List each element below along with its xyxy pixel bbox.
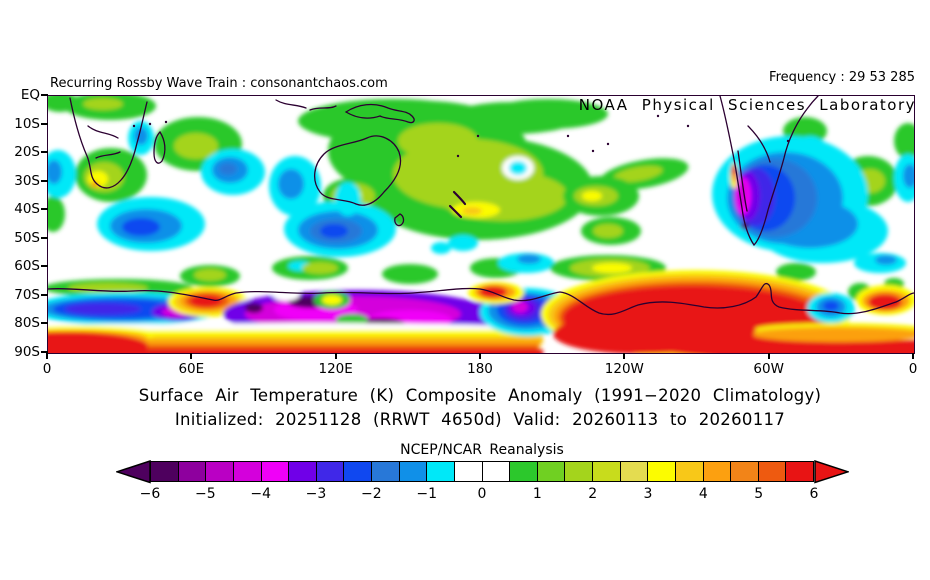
colorbar-tick-label: −5: [195, 486, 216, 502]
y-axis-tick: [41, 94, 48, 96]
colorbar-cell: [372, 462, 400, 481]
colorbar-tick-label: 6: [809, 486, 819, 502]
colorbar-cell: [675, 462, 704, 481]
y-axis-label: 50S: [14, 229, 40, 246]
x-axis-tick: [623, 353, 626, 359]
noaa-psl-label: NOAA Physical Sciences Laboratory: [578, 96, 916, 114]
colorbar-tick-label: 1: [532, 486, 542, 502]
colorbar-left-arrow: [116, 459, 151, 484]
colorbar-cell: [565, 462, 593, 481]
colorbar-right-arrow: [814, 459, 849, 484]
colorbar: [150, 461, 814, 482]
y-axis-label: 30S: [14, 172, 40, 189]
y-axis-label: 40S: [14, 201, 40, 218]
coastline-indonesia: [275, 99, 337, 111]
colorbar-cell: [510, 462, 538, 481]
x-axis-label: 60E: [178, 361, 205, 377]
anomaly-field: [48, 96, 914, 353]
colorbar-tick-label: 5: [754, 486, 764, 502]
frequency-label: Frequency : 29 53 285: [769, 70, 915, 85]
colorbar-cell: [289, 462, 317, 481]
coastline-new-zealand: [448, 190, 467, 219]
map-frame: [47, 95, 915, 354]
x-axis-label: 0: [908, 361, 918, 377]
y-axis-tick: [41, 208, 48, 211]
coastline-madagascar: [153, 130, 166, 164]
y-axis-label: 20S: [14, 144, 40, 161]
colorbar-cell: [703, 462, 732, 481]
x-axis-tick: [767, 353, 770, 359]
colorbar-tick-label: 0: [477, 486, 487, 502]
colorbar-cell: [786, 462, 813, 481]
colorbar-cell: [316, 462, 345, 481]
colorbar-cell: [482, 462, 511, 481]
colorbar-cell: [537, 462, 566, 481]
border-africa-internal: [87, 125, 121, 159]
colorbar-tick-label: 3: [643, 486, 653, 502]
y-axis-label: 70S: [14, 286, 40, 303]
y-axis-tick: [41, 322, 48, 325]
colorbar-cell: [399, 462, 428, 481]
colorbar-cell: [648, 462, 676, 481]
y-axis-label: 90S: [14, 344, 40, 360]
coastline-south-america: [719, 96, 819, 247]
x-axis-tick: [46, 353, 48, 359]
colorbar-tick-label: −4: [250, 486, 271, 502]
y-axis-tick: [41, 179, 48, 182]
colorbar-tick-label: −2: [361, 486, 382, 502]
colorbar-cell: [344, 462, 372, 481]
x-axis-label: 120E: [318, 361, 353, 377]
x-axis-label: 60W: [753, 361, 784, 377]
colorbar-cell: [233, 462, 262, 481]
colorbar-cell: [427, 462, 455, 481]
colorbar-cell: [151, 462, 179, 481]
colorbar-cell: [206, 462, 234, 481]
y-axis-tick: [41, 236, 48, 239]
coastline-africa: [69, 97, 148, 189]
x-axis-tick: [334, 353, 337, 359]
y-axis-tick: [41, 151, 48, 154]
y-axis-label: 80S: [14, 315, 40, 332]
plot-header-left: Recurring Rossby Wave Train : consonantc…: [50, 76, 388, 91]
x-axis-tick: [912, 353, 914, 359]
y-axis-label: EQ: [20, 87, 40, 103]
y-axis-tick: [41, 293, 48, 296]
colorbar-cell: [454, 462, 483, 481]
y-axis-label: 60S: [14, 258, 40, 275]
colorbar-cell: [261, 462, 290, 481]
plot-subtitle: Initialized: 20251128 (RRWT 4650d) Valid…: [174, 410, 786, 429]
x-axis-label: 0: [42, 361, 52, 377]
x-axis-label: 180: [467, 361, 493, 377]
coastline-tasmania: [394, 213, 405, 227]
y-axis-tick: [41, 351, 48, 353]
x-axis-label: 120W: [604, 361, 644, 377]
colorbar-title: NCEP/NCAR Reanalysis: [400, 442, 564, 458]
colorbar-cell: [178, 462, 207, 481]
colorbar-tick-label: −1: [416, 486, 437, 502]
coastline-new-guinea: [344, 103, 415, 124]
colorbar-tick-label: −6: [139, 486, 161, 502]
x-axis-tick: [479, 353, 481, 359]
colorbar-cell: [620, 462, 649, 481]
colorbar-cell: [593, 462, 621, 481]
x-axis-tick: [190, 353, 193, 359]
colorbar-tick-label: 2: [588, 486, 598, 502]
colorbar-cell: [731, 462, 759, 481]
island-dots: [132, 114, 790, 158]
anomaly-map: [48, 96, 914, 353]
border-south-america-internal: [737, 125, 771, 212]
colorbar-cell: [758, 462, 787, 481]
coastline-antarctica: [48, 282, 914, 316]
coastlines: [48, 96, 914, 316]
colorbar-tick-label: 4: [698, 486, 708, 502]
coastline-australia: [314, 135, 402, 206]
y-axis-tick: [41, 122, 48, 125]
y-axis-label: 10S: [14, 115, 40, 132]
y-axis-tick: [41, 265, 48, 268]
colorbar-tick-label: −3: [305, 486, 327, 502]
plot-title: Surface Air Temperature (K) Composite An…: [138, 386, 822, 405]
